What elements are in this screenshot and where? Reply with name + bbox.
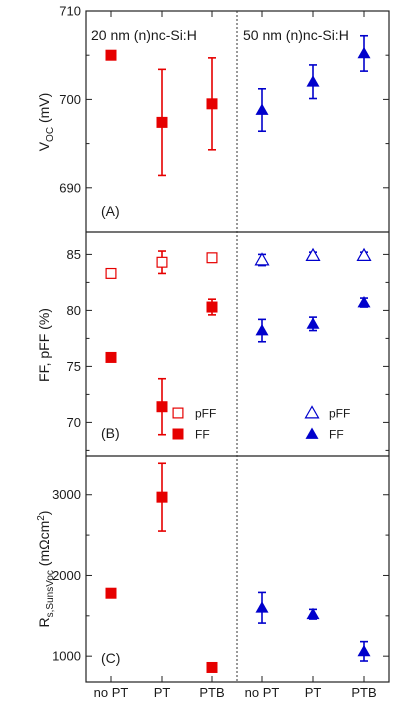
y-tick-label-a-1: 700 xyxy=(59,92,81,107)
y-tick-label-a-0: 690 xyxy=(59,180,81,195)
data-point-b-1-2 xyxy=(206,301,218,313)
x-tick-label-4: PT xyxy=(305,685,322,700)
data-point-a-0-1 xyxy=(156,116,168,128)
panel-tag-a: (A) xyxy=(101,203,120,219)
group-label-50nm: 50 nm (n)nc-Si:H xyxy=(243,27,349,43)
x-tick-label-5: PTB xyxy=(351,685,376,700)
data-point-b-3-2 xyxy=(357,296,371,308)
data-point-a-0-0 xyxy=(105,49,117,61)
data-point-c-0-1 xyxy=(156,491,168,503)
y-tick-label-b-1: 75 xyxy=(67,359,81,374)
x-tick-label-1: PT xyxy=(154,685,171,700)
data-point-c-0-2 xyxy=(206,661,218,673)
legend-20nm-marker-0 xyxy=(172,407,184,419)
data-point-b-2-2 xyxy=(356,247,372,261)
y-tick-label-c-0: 1000 xyxy=(52,649,81,664)
data-point-b-0-0 xyxy=(105,267,117,279)
y-axis-title-b: FF, pFF (%) xyxy=(36,308,52,382)
group-label-20nm: 20 nm (n)nc-Si:H xyxy=(91,27,197,43)
data-point-b-0-1 xyxy=(156,256,168,268)
data-point-b-3-0 xyxy=(255,324,269,336)
legend-20nm-label-0: pFF xyxy=(195,407,216,421)
legend-50nm-marker-1 xyxy=(305,427,319,439)
y-tick-label-c-2: 3000 xyxy=(52,487,81,502)
data-point-b-2-1 xyxy=(305,247,321,261)
data-point-c-1-2 xyxy=(357,644,371,657)
y-tick-label-b-0: 70 xyxy=(67,415,81,430)
legend-20nm-marker-1 xyxy=(172,428,184,440)
x-tick-label-3: no PT xyxy=(245,685,280,700)
data-point-a-1-2 xyxy=(357,46,371,59)
data-point-a-1-0 xyxy=(255,103,269,115)
data-point-b-3-1 xyxy=(306,317,320,329)
y-tick-label-c-1: 2000 xyxy=(52,568,81,583)
data-point-b-1-1 xyxy=(156,401,168,413)
data-point-c-1-1 xyxy=(306,607,320,620)
panel-tag-b: (B) xyxy=(101,425,120,441)
legend-20nm-label-1: FF xyxy=(195,428,210,442)
plot-layer: 690 700 710 70 75 80 85 1000 2000 3000 pFF FF pFF FF n… xyxy=(52,4,390,700)
y-axis-title-a: VOC (mV) xyxy=(36,93,56,152)
legend-50nm-label-1: FF xyxy=(329,428,344,442)
legend-50nm-label-0: pFF xyxy=(329,407,350,421)
svg-text:VOC (mV): VOC (mV) xyxy=(36,93,56,152)
data-point-a-0-2 xyxy=(206,98,218,110)
x-tick-label-0: no PT xyxy=(94,685,129,700)
data-point-b-2-0 xyxy=(254,252,270,266)
panel-tag-c: (C) xyxy=(101,650,120,666)
data-point-b-1-0 xyxy=(105,351,117,363)
y-tick-label-b-3: 85 xyxy=(67,247,81,262)
y-tick-label-a-2: 710 xyxy=(59,4,81,19)
data-point-c-0-0 xyxy=(105,587,117,599)
data-point-b-0-2 xyxy=(206,252,218,264)
legend-50nm-marker-0 xyxy=(304,405,320,419)
x-tick-label-2: PTB xyxy=(199,685,224,700)
data-point-c-1-0 xyxy=(255,601,269,613)
data-point-a-1-1 xyxy=(306,75,320,87)
y-tick-label-b-2: 80 xyxy=(67,303,81,318)
